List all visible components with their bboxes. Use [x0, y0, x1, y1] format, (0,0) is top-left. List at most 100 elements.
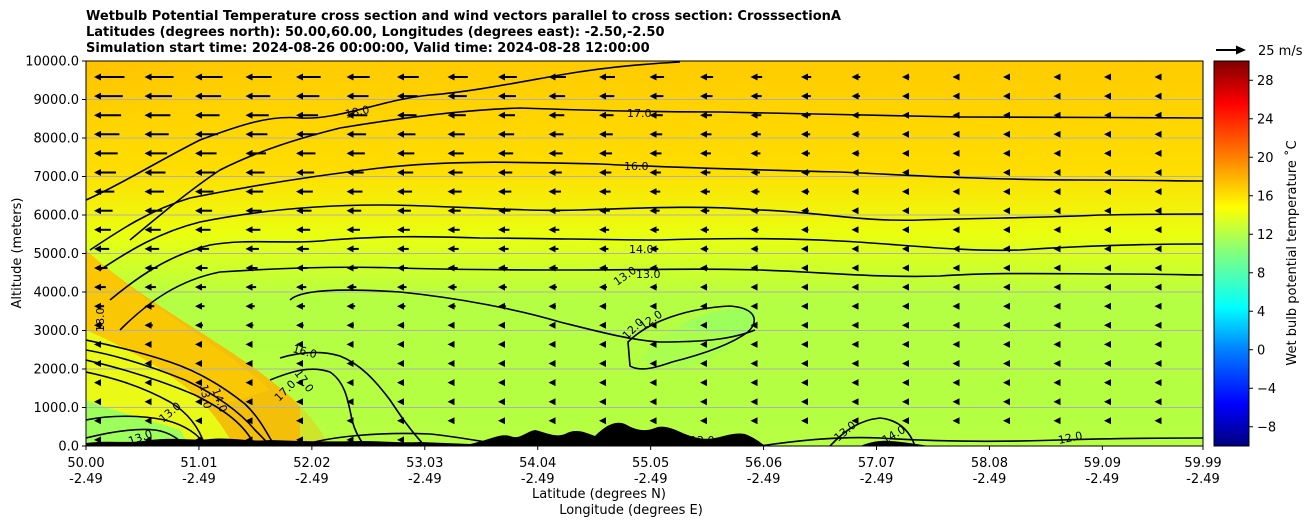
wind-vector: [750, 321, 758, 329]
wind-vector: [397, 264, 408, 272]
wind-vector: [1154, 169, 1162, 176]
wind-vector: [245, 379, 253, 387]
wind-vector: [296, 321, 304, 329]
wind-vector: [599, 226, 610, 234]
wind-vector: [1053, 398, 1061, 406]
wind-vector: [94, 379, 101, 387]
wind-vector: [952, 340, 960, 348]
wind-vector: [801, 207, 809, 215]
wind-vector: [447, 398, 455, 406]
wind-vector: [245, 130, 268, 138]
wind-vector: [1053, 207, 1061, 215]
wind-vector: [1053, 169, 1061, 176]
colorbar-tick-label: 4: [1257, 305, 1265, 320]
wind-vector: [1104, 245, 1111, 253]
wind-vector: [548, 226, 560, 234]
wind-vector: [649, 283, 658, 291]
wind-vector: [851, 264, 859, 272]
wind-vector: [144, 245, 160, 253]
wind-vector: [498, 245, 509, 253]
x-tick-label-lat: 55.05: [632, 456, 669, 471]
wind-vector: [245, 436, 253, 444]
wind-vector: [700, 92, 713, 100]
wind-vector: [599, 130, 613, 138]
wind-vector: [952, 398, 960, 406]
wind-vector: [851, 340, 859, 348]
grid-lines: [86, 99, 1203, 408]
wind-vector: [548, 379, 556, 387]
y-tick-label: 3000.0: [34, 324, 80, 339]
wind-vector: [94, 130, 120, 138]
wind-vector: [346, 283, 357, 291]
wind-vector: [144, 149, 168, 157]
wind-vector: [397, 436, 404, 444]
wind-vector: [1003, 169, 1010, 176]
contour-17-upper: [129, 107, 1203, 241]
contour-label: 12.0: [690, 434, 715, 447]
wind-vector: [548, 417, 556, 425]
wind-vector: [498, 321, 505, 329]
wind-vector: [1053, 264, 1061, 272]
wind-vector: [548, 169, 562, 176]
wind-vector: [700, 302, 707, 310]
wind-vector: [750, 340, 758, 348]
wind-vector: [902, 245, 909, 253]
wind-vector: [902, 283, 909, 291]
wind-vector: [346, 149, 365, 157]
contour-15: [99, 204, 1203, 271]
wind-vector: [1205, 417, 1212, 424]
wind-vector: [447, 417, 455, 425]
wind-vector: [447, 149, 464, 157]
wind-vector: [599, 360, 606, 367]
wind-vector: [902, 360, 909, 367]
wind-vector: [447, 73, 468, 81]
wind-vector: [1003, 379, 1010, 387]
wind-vector: [1003, 73, 1010, 81]
wind-vector: [750, 169, 760, 176]
wind-vector: [902, 226, 909, 234]
wind-vector: [296, 169, 315, 176]
wind-vector: [548, 283, 557, 291]
wind-vector: [195, 207, 213, 215]
wind-vector: [952, 264, 960, 272]
wind-vector: [1053, 73, 1061, 81]
wind-vector: [851, 398, 859, 406]
wind-vector: [1205, 379, 1212, 386]
colorbar-tick-label: 12: [1257, 228, 1274, 243]
wind-vector: [195, 436, 202, 444]
wind-vector: [195, 226, 211, 234]
wind-vector: [94, 283, 106, 291]
wind-vector: [1154, 321, 1162, 329]
wind-vector: [1003, 245, 1010, 253]
wind-vector: [599, 111, 614, 119]
wind-vector: [801, 92, 811, 100]
wind-vector: [296, 130, 317, 138]
contour-label: 16.0: [624, 160, 649, 173]
wind-vector: [498, 149, 514, 157]
temperature-field: [86, 61, 1203, 446]
colorbar-tick-label: 28: [1257, 74, 1274, 89]
y-tick-label: 10000.0: [25, 55, 79, 70]
wind-vector: [1003, 207, 1010, 215]
contour-label: 16.0: [291, 342, 318, 361]
wind-vector: [801, 73, 812, 81]
wind-vector: [498, 130, 515, 138]
wind-vector: [1053, 417, 1061, 425]
wind-vector: [1154, 264, 1162, 272]
wind-vector: [801, 169, 810, 176]
wind-vector: [548, 340, 556, 348]
wind-vector: [599, 379, 606, 387]
wind-vector: [1104, 207, 1111, 215]
colorbar-tick-label: 24: [1257, 112, 1274, 127]
wind-vector: [851, 111, 860, 119]
wind-vector: [1104, 283, 1111, 291]
wind-vector: [750, 398, 758, 406]
wind-vector: [851, 379, 859, 387]
wind-vector: [94, 111, 122, 119]
wind-vector: [851, 245, 859, 253]
contour-14: [109, 235, 1203, 301]
wind-vector: [397, 149, 415, 157]
wind-vector: [1205, 93, 1212, 100]
wind-vector: [548, 207, 561, 215]
wind-vector: [296, 188, 313, 196]
